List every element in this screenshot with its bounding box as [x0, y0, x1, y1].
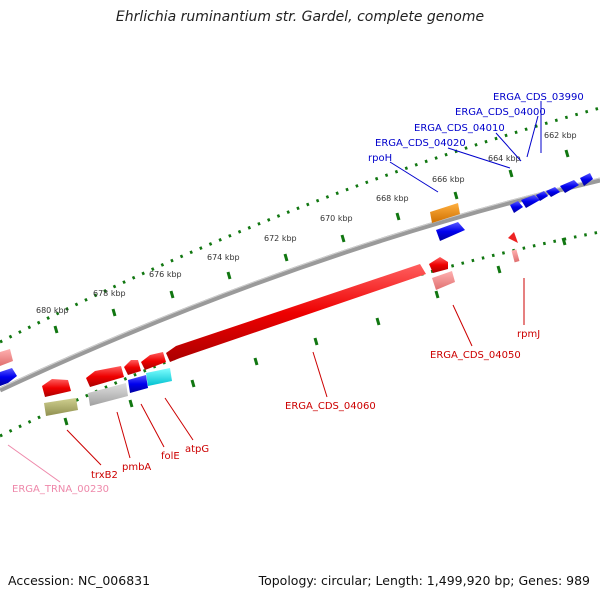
scale-label: 672 kbp [264, 234, 297, 243]
gene-label[interactable]: ERGA_CDS_04050 [430, 350, 521, 361]
reverse-gene-labels: rpmJ ERGA_CDS_04050 ERGA_CDS_04060 atpG … [12, 329, 540, 495]
gene-feature-atpG[interactable] [146, 368, 172, 386]
gene-label[interactable]: rpoH [368, 153, 392, 164]
scale-label: 680 kbp [36, 306, 69, 315]
gene-feature-04060[interactable] [166, 264, 426, 362]
gene-feature-folE[interactable] [128, 375, 148, 393]
gene-feature[interactable] [560, 180, 579, 193]
gene-feature[interactable] [0, 368, 17, 386]
outer-tick-ring [0, 106, 600, 344]
gene-feature[interactable] [436, 222, 465, 241]
gene-label[interactable]: pmbA [122, 462, 151, 473]
gene-feature[interactable] [429, 257, 448, 273]
accession-label: Accession: NC_006831 [8, 573, 151, 588]
scale-label: 670 kbp [320, 214, 353, 223]
gene-feature-rpmJ[interactable] [508, 232, 518, 243]
scale-labels: 662 kbp 664 kbp 666 kbp 668 kbp 670 kbp … [36, 131, 577, 315]
gene-feature[interactable] [536, 191, 548, 201]
gene-label[interactable]: atpG [185, 444, 209, 455]
gene-label[interactable]: ERGA_CDS_03990 [493, 92, 584, 103]
gene-label[interactable]: rpmJ [517, 329, 540, 340]
scale-label: 666 kbp [432, 175, 465, 184]
outer-major-ticks [53, 149, 570, 334]
gene-label[interactable]: trxB2 [91, 470, 118, 481]
gene-label[interactable]: ERGA_CDS_04000 [455, 107, 546, 118]
forward-features [430, 173, 593, 241]
gene-feature[interactable] [521, 195, 540, 208]
gene-feature-04050[interactable] [432, 271, 455, 290]
gene-feature[interactable] [42, 379, 71, 397]
inner-major-ticks [63, 237, 567, 426]
label-leader-lines [7, 101, 542, 483]
gene-feature[interactable] [546, 187, 560, 197]
gene-feature-rpoH[interactable] [430, 203, 460, 223]
scale-label: 662 kbp [544, 131, 577, 140]
gene-feature[interactable] [511, 249, 520, 263]
scale-label: 674 kbp [207, 253, 240, 262]
genome-backbone [0, 177, 600, 393]
gene-feature-pmbA[interactable] [88, 383, 128, 406]
gene-label[interactable]: ERGA_TRNA_00230 [12, 484, 109, 495]
gene-label[interactable]: ERGA_CDS_04010 [414, 123, 505, 134]
gene-label[interactable]: ERGA_CDS_04020 [375, 138, 466, 149]
reverse-features [0, 232, 520, 416]
forward-gene-labels: ERGA_CDS_03990 ERGA_CDS_04000 ERGA_CDS_0… [368, 92, 584, 164]
scale-label: 678 kbp [93, 289, 126, 298]
gene-label[interactable]: ERGA_CDS_04060 [285, 401, 376, 412]
gene-feature[interactable] [580, 173, 593, 186]
scale-label: 676 kbp [149, 270, 182, 279]
gene-feature[interactable] [0, 349, 13, 366]
scale-label: 664 kbp [488, 154, 521, 163]
gene-feature[interactable] [124, 360, 141, 375]
scale-label: 668 kbp [376, 194, 409, 203]
gene-label[interactable]: folE [161, 451, 180, 462]
gene-feature[interactable] [141, 352, 166, 370]
genome-summary: Topology: circular; Length: 1,499,920 bp… [258, 573, 590, 588]
gene-feature[interactable] [510, 201, 523, 213]
genome-backbone-highlight [0, 177, 600, 389]
gene-feature-trxB2[interactable] [86, 366, 124, 387]
map-title: Ehrlichia ruminantium str. Gardel, compl… [115, 9, 485, 25]
gene-feature-trna[interactable] [44, 398, 78, 416]
